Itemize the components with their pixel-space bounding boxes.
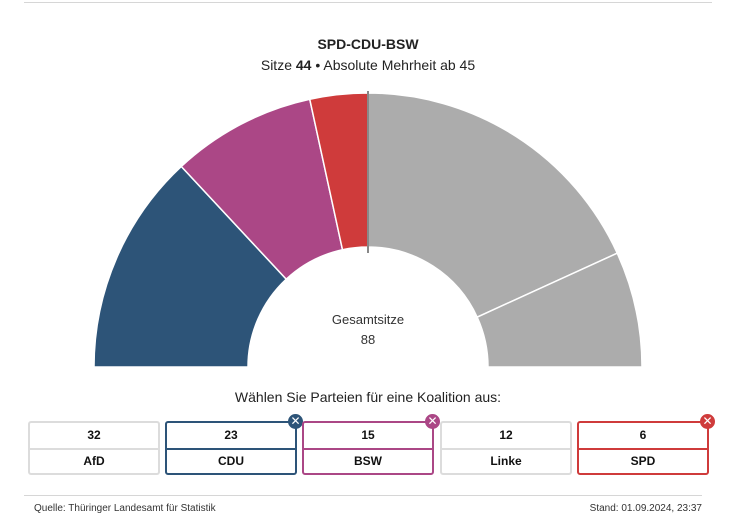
- majority-threshold-text: • Absolute Mehrheit ab 45: [311, 57, 476, 73]
- top-divider: [24, 2, 712, 3]
- party-name: AfD: [83, 454, 105, 468]
- timestamp: Stand: 01.09.2024, 23:37: [589, 503, 702, 514]
- party-seats: 23: [167, 423, 295, 450]
- party-button-spd[interactable]: 6 SPD ✕: [577, 414, 715, 475]
- party-button-afd[interactable]: 32 AfD: [28, 421, 160, 475]
- source-note: Quelle: Thüringer Landesamt für Statisti…: [34, 503, 216, 514]
- party-selector: 32 AfD 23 CDU ✕ 15 BSW ✕ 12 Linke 6 SPD …: [28, 414, 715, 475]
- party-seats: 15: [304, 423, 432, 450]
- party-button-bsw[interactable]: 15 BSW ✕: [302, 414, 440, 475]
- party-name: SPD: [630, 454, 656, 468]
- total-seats-caption: Gesamtsitze: [331, 312, 405, 327]
- party-seats: 6: [579, 423, 707, 450]
- remove-bsw-icon[interactable]: ✕: [425, 414, 440, 429]
- footer-divider: [24, 495, 702, 496]
- party-name: Linke: [490, 454, 522, 468]
- remove-cdu-icon[interactable]: ✕: [288, 414, 303, 429]
- remove-spd-icon[interactable]: ✕: [700, 414, 715, 429]
- segment-afd: [367, 92, 619, 319]
- party-button-cdu[interactable]: 23 CDU ✕: [165, 414, 303, 475]
- party-name: CDU: [218, 454, 244, 468]
- total-seats-label: Gesamtsitze 88: [268, 310, 468, 350]
- total-seats-value: 88: [360, 332, 376, 347]
- seat-segments: [93, 92, 643, 368]
- subtitle-prefix: Sitze: [260, 57, 296, 73]
- party-seats: 12: [442, 423, 570, 450]
- party-name: BSW: [354, 454, 382, 468]
- chart-title: SPD-CDU-BSW: [317, 36, 419, 52]
- party-seats: 32: [30, 423, 158, 450]
- party-button-linke[interactable]: 12 Linke: [440, 421, 572, 475]
- segment-cdu: [93, 165, 288, 368]
- segment-linke: [476, 252, 643, 368]
- coalition-seat-count: 44: [295, 57, 312, 73]
- coalition-prompt: Wählen Sie Parteien für eine Koalition a…: [234, 389, 502, 405]
- chart-subtitle: Sitze 44 • Absolute Mehrheit ab 45: [0, 57, 736, 73]
